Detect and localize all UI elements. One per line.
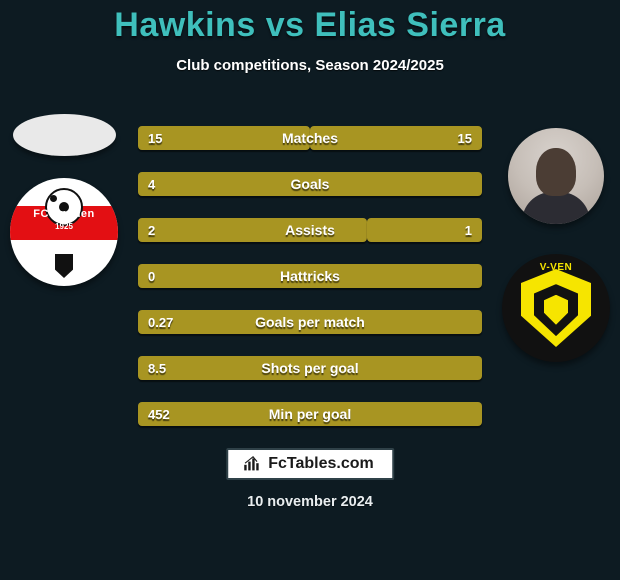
title-player2: Elias Sierra: [314, 6, 505, 44]
footer-brand-text: FcTables.com: [268, 455, 374, 473]
stat-row: Min per goal452: [138, 402, 482, 426]
footer-date: 10 november 2024: [0, 494, 620, 510]
stat-bar-right: [367, 218, 482, 242]
title-vs: vs: [266, 6, 305, 44]
stat-row: Assists21: [138, 218, 482, 242]
stat-row: Matches1515: [138, 126, 482, 150]
stats-table: Matches1515 Goals4 Assists21 Hattricks0 Goal…: [138, 126, 482, 448]
stat-bar-left: [138, 356, 482, 380]
stat-bar-left: [138, 310, 482, 334]
stat-row: Goals4: [138, 172, 482, 196]
title-player1: Hawkins: [114, 6, 255, 44]
emmen-tower-icon: [55, 254, 73, 278]
club1-name: FC Emmen: [10, 208, 118, 220]
page-title: Hawkins vs Elias Sierra: [0, 0, 620, 45]
stat-bar-right: [310, 126, 482, 150]
stat-row: Hattricks0: [138, 264, 482, 288]
footer-brand-badge: FcTables.com: [226, 448, 394, 480]
left-column: FC Emmen 1925: [4, 114, 124, 286]
right-column: V-VEN: [496, 128, 616, 362]
venlo-shield-icon: [521, 269, 591, 347]
club2-badge: V-VEN: [502, 254, 610, 362]
stat-row: Goals per match0.27: [138, 310, 482, 334]
club1-year: 1925: [10, 222, 118, 231]
stat-bar-left: [138, 402, 482, 426]
player1-photo: [13, 114, 116, 156]
club1-badge: FC Emmen 1925: [10, 178, 118, 286]
subtitle: Club competitions, Season 2024/2025: [0, 57, 620, 74]
stat-bar-left: [138, 218, 367, 242]
stat-bar-left: [138, 126, 310, 150]
stat-bar-left: [138, 172, 482, 196]
player2-photo: [508, 128, 604, 224]
soccer-ball-icon: [45, 188, 83, 226]
bar-chart-icon: [242, 456, 262, 472]
stat-row: Shots per goal8.5: [138, 356, 482, 380]
stat-bar-left: [138, 264, 482, 288]
content: Hawkins vs Elias Sierra Club competition…: [0, 0, 620, 74]
